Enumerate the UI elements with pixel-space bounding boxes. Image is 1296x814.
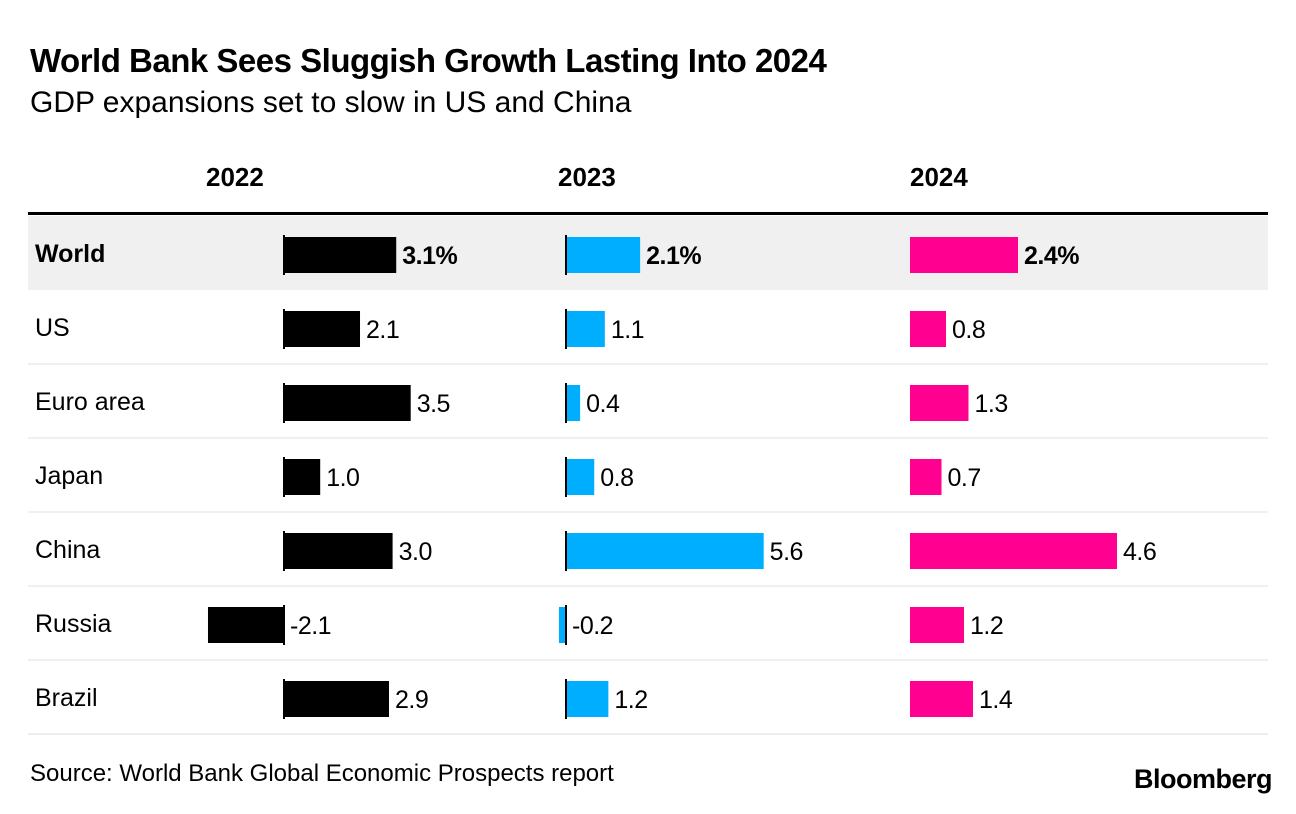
bar-2023-brazil: [566, 681, 609, 717]
data-label: 5.6: [770, 538, 803, 566]
data-label: 0.4: [586, 390, 620, 418]
bar-2024-us: [910, 311, 946, 347]
bar-2024-brazil: [910, 681, 973, 717]
data-label: 0.8: [600, 464, 633, 492]
bar-2024-japan: [910, 459, 942, 495]
category-label: Euro area: [35, 388, 145, 416]
zero-axis-line: [283, 457, 285, 497]
column-header-2023: 2023: [558, 162, 616, 192]
data-label: 1.3: [975, 390, 1008, 418]
data-label: 1.0: [326, 464, 359, 492]
bar-2024-china: [910, 533, 1117, 569]
bar-2022-euro-area: [284, 385, 411, 421]
category-label: Japan: [35, 462, 103, 490]
bar-2024-russia: [910, 607, 964, 643]
category-label: Russia: [35, 610, 112, 638]
bar-2023-japan: [566, 459, 595, 495]
bar-2023-world: [566, 237, 641, 273]
zero-axis-line: [283, 531, 285, 571]
category-label: China: [35, 536, 100, 564]
bar-2023-russia: [558, 607, 566, 643]
bar-2024-euro-area: [910, 385, 969, 421]
bar-2023-china: [566, 533, 764, 569]
data-label: 1.4: [979, 686, 1013, 714]
bloomberg-logo: Bloomberg: [1133, 764, 1273, 794]
chart-title: World Bank Sees Sluggish Growth Lasting …: [30, 42, 827, 79]
zero-axis-line: [565, 383, 567, 423]
zero-axis-line: [283, 309, 285, 349]
zero-axis-line: [283, 383, 285, 423]
bar-2024-world: [910, 237, 1018, 273]
bar-2022-brazil: [284, 681, 389, 717]
zero-axis-line: [565, 309, 567, 349]
data-label: 4.6: [1123, 538, 1156, 566]
data-label: 0.7: [948, 464, 981, 492]
data-label: 2.1%: [646, 242, 701, 270]
data-label: 3.5: [417, 390, 450, 418]
zero-axis-line: [565, 679, 567, 719]
data-label: 2.4%: [1024, 242, 1079, 270]
data-label: 3.0: [399, 538, 432, 566]
data-label: 3.1%: [402, 242, 457, 270]
data-label: 2.1: [366, 316, 399, 344]
data-label: 0.8: [952, 316, 985, 344]
data-label: 1.1: [611, 316, 644, 344]
header-rule: [28, 212, 1268, 215]
zero-axis-line: [565, 531, 567, 571]
chart-subtitle: GDP expansions set to slow in US and Chi…: [30, 86, 632, 119]
zero-axis-line: [565, 605, 567, 645]
zero-axis-line: [283, 679, 285, 719]
zero-axis-line: [283, 605, 285, 645]
bar-2023-euro-area: [566, 385, 581, 421]
zero-axis-line: [565, 457, 567, 497]
data-label: -0.2: [572, 612, 613, 640]
source-note: Source: World Bank Global Economic Prosp…: [30, 760, 614, 787]
bar-2023-us: [566, 311, 605, 347]
column-header-2024: 2024: [910, 162, 968, 192]
zero-axis-line: [283, 235, 285, 275]
data-label: 1.2: [970, 612, 1003, 640]
bar-2022-us: [284, 311, 361, 347]
category-label: World: [35, 240, 105, 268]
highlight-row-band: [28, 216, 1268, 290]
category-label: Brazil: [35, 684, 98, 712]
data-label: 2.9: [395, 686, 428, 714]
bar-2022-russia: [207, 607, 284, 643]
data-label: 1.2: [614, 686, 647, 714]
bar-2022-china: [284, 533, 393, 569]
category-label: US: [35, 314, 70, 342]
column-header-2022: 2022: [206, 162, 264, 192]
bar-2022-japan: [284, 459, 321, 495]
zero-axis-line: [565, 235, 567, 275]
bar-2022-world: [284, 237, 397, 273]
data-label: -2.1: [290, 612, 331, 640]
